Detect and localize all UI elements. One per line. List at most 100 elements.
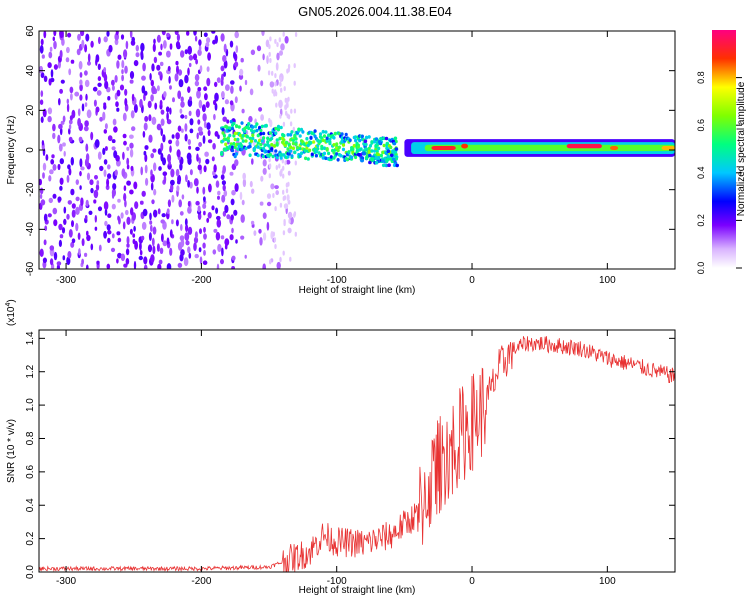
spectrogram-cell [48, 197, 53, 204]
spectrogram-cell [97, 76, 102, 82]
spectrogram-cell [138, 255, 143, 261]
spectrogram-cell [110, 247, 116, 253]
spectrogram-cell [360, 156, 364, 160]
spectrogram-cell [111, 85, 115, 91]
spectrogram-cell [139, 200, 144, 205]
spectrogram-cell [335, 152, 339, 156]
spectrogram-cell [103, 169, 107, 177]
spectrogram-cell [216, 219, 222, 228]
spectrogram-cell [221, 247, 224, 257]
spectrogram-cell [279, 125, 283, 130]
spectrogram-cell [47, 115, 52, 123]
spectrogram-cell [169, 107, 172, 115]
spectrogram-cell [68, 68, 72, 76]
spectrogram-cell [111, 79, 115, 86]
spectrogram-cell [197, 87, 202, 92]
spectrogram-cell [163, 40, 167, 49]
colorbar-tick-label: 0.4 [696, 167, 706, 180]
spectrogram-cell [63, 150, 66, 157]
spectrogram-cell [174, 31, 179, 35]
spectrogram-cell [47, 213, 52, 218]
spectrogram-cell [187, 226, 193, 235]
spectrogram-cell [117, 237, 122, 243]
spectrogram-cell [305, 136, 309, 141]
spectrogram-cell [316, 147, 320, 151]
spectrogram-cell [284, 97, 287, 103]
spectrogram-cell [237, 125, 241, 129]
spectrogram-cell [230, 214, 234, 221]
spectrogram-cell [259, 201, 264, 206]
spectrogram-cell [147, 100, 152, 109]
spectrogram-cell [370, 140, 374, 144]
spectrogram-cell [216, 77, 221, 83]
spectrogram-cell [240, 57, 244, 63]
spectrogram-y-tick-label: 60 [25, 25, 36, 37]
spectrogram-cell [39, 44, 44, 54]
spectrogram-cell [260, 175, 264, 182]
spectrogram-cell [180, 50, 185, 58]
spectrogram-cell [126, 157, 130, 166]
spectrogram-cell [282, 165, 285, 171]
spectrogram-cell [52, 164, 57, 171]
spectrogram-cell [185, 240, 190, 246]
spectrogram-cell [179, 235, 185, 242]
spectrogram-cell [59, 49, 63, 59]
spectrogram-cell [140, 166, 143, 176]
spectrogram-cell [141, 85, 146, 94]
spectrogram-cell [96, 260, 100, 265]
spectrogram-cell [275, 138, 279, 142]
spectrogram-cell [189, 181, 193, 189]
spectrogram-cell [276, 52, 280, 61]
spectrogram-cell [108, 44, 113, 53]
spectrogram-y-tick-label: 20 [25, 104, 36, 116]
spectrogram-cell [142, 130, 146, 138]
spectrogram-cell [40, 90, 44, 97]
spectrogram-cell [222, 116, 227, 122]
spectrogram-cell [174, 73, 179, 82]
spectrogram-cell [336, 148, 340, 153]
spectrogram-y-tick-label: -60 [25, 261, 36, 276]
spectrogram-cell [52, 132, 56, 140]
spectrogram-cell [171, 134, 175, 139]
spectrogram-cell [228, 126, 232, 130]
spectrogram-cell [170, 183, 174, 192]
spectrogram-cell [151, 85, 156, 95]
spectrogram-cell [221, 131, 225, 135]
spectrogram-cell [247, 126, 251, 130]
spectrogram-cell [229, 40, 234, 48]
spectrogram-cell [274, 185, 279, 190]
spectrogram-cell [52, 36, 55, 42]
spectrogram-cell [116, 231, 121, 236]
spectrogram-cell [186, 152, 192, 161]
spectrogram-cell [93, 99, 97, 107]
spectrogram-cell [287, 152, 291, 156]
spectrogram-cell [221, 180, 226, 186]
spectrogram-cell [177, 262, 183, 268]
spectrogram-cell [207, 129, 211, 137]
spectrogram-cell [193, 242, 197, 252]
spectrogram-cell [120, 253, 126, 262]
spectrogram-cell [78, 60, 83, 70]
spectrogram-cell [341, 147, 346, 152]
spectrogram-band [661, 146, 675, 150]
spectrogram-cell [107, 213, 112, 218]
spectrogram-cell [186, 31, 190, 36]
spectrogram-cell [156, 123, 162, 131]
spectrogram-cell [285, 110, 288, 116]
spectrogram-cell [386, 155, 391, 159]
spectrogram-cell [244, 254, 247, 259]
spectrogram-cell [276, 42, 279, 48]
spectrogram-cell [229, 119, 233, 124]
spectrogram-cell [294, 142, 298, 147]
spectrogram-cell [269, 259, 272, 265]
spectrogram-cell [198, 157, 201, 165]
spectrogram-cell [285, 141, 289, 145]
spectrogram-cell [166, 112, 169, 121]
spectrogram-cell [143, 150, 147, 156]
spectrogram-cell [167, 199, 171, 208]
spectrogram-cell [58, 143, 63, 152]
spectrogram-cell [286, 68, 289, 74]
spectrogram-cell [215, 207, 219, 214]
spectrogram-cell [150, 94, 154, 102]
spectrogram-cell [104, 208, 108, 216]
